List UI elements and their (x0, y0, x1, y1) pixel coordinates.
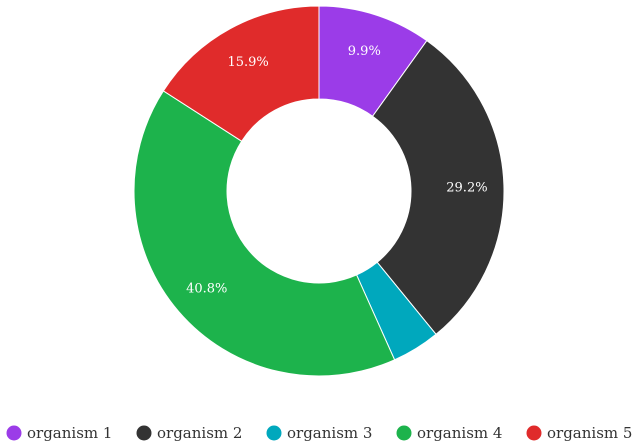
legend-label: organism 1 (27, 424, 112, 442)
legend-label: organism 3 (287, 424, 372, 442)
slice-label-organism-2: 29.2% (446, 180, 487, 195)
slice-label-organism-5: 15.9% (227, 55, 268, 70)
legend-swatch (526, 425, 542, 441)
slice-organism-5[interactable] (162, 5, 320, 142)
legend-item-organism-5[interactable]: organism 5 (526, 424, 633, 442)
slice-label-organism-1: 9.9% (348, 44, 381, 59)
legend-label: organism 2 (157, 424, 242, 442)
legend-swatch (136, 425, 152, 441)
slice-organism-4[interactable] (133, 90, 396, 377)
legend-swatch (266, 425, 282, 441)
legend-label: organism 4 (417, 424, 502, 442)
legend-item-organism-4[interactable]: organism 4 (396, 424, 503, 442)
legend-swatch (396, 425, 412, 441)
legend-item-organism-2[interactable]: organism 2 (136, 424, 243, 442)
slice-label-organism-4: 40.8% (186, 281, 227, 296)
legend-item-organism-3[interactable]: organism 3 (266, 424, 373, 442)
legend-label: organism 5 (547, 424, 632, 442)
legend-swatch (6, 425, 22, 441)
donut-slices (133, 5, 505, 377)
legend: organism 1 organism 2 organism 3 organism 4… (6, 424, 633, 442)
legend-item-organism-1[interactable]: organism 1 (6, 424, 113, 442)
slice-labels: 9.9% 29.2% 40.8% 15.9% (186, 44, 487, 296)
slice-organism-2[interactable] (371, 39, 505, 335)
